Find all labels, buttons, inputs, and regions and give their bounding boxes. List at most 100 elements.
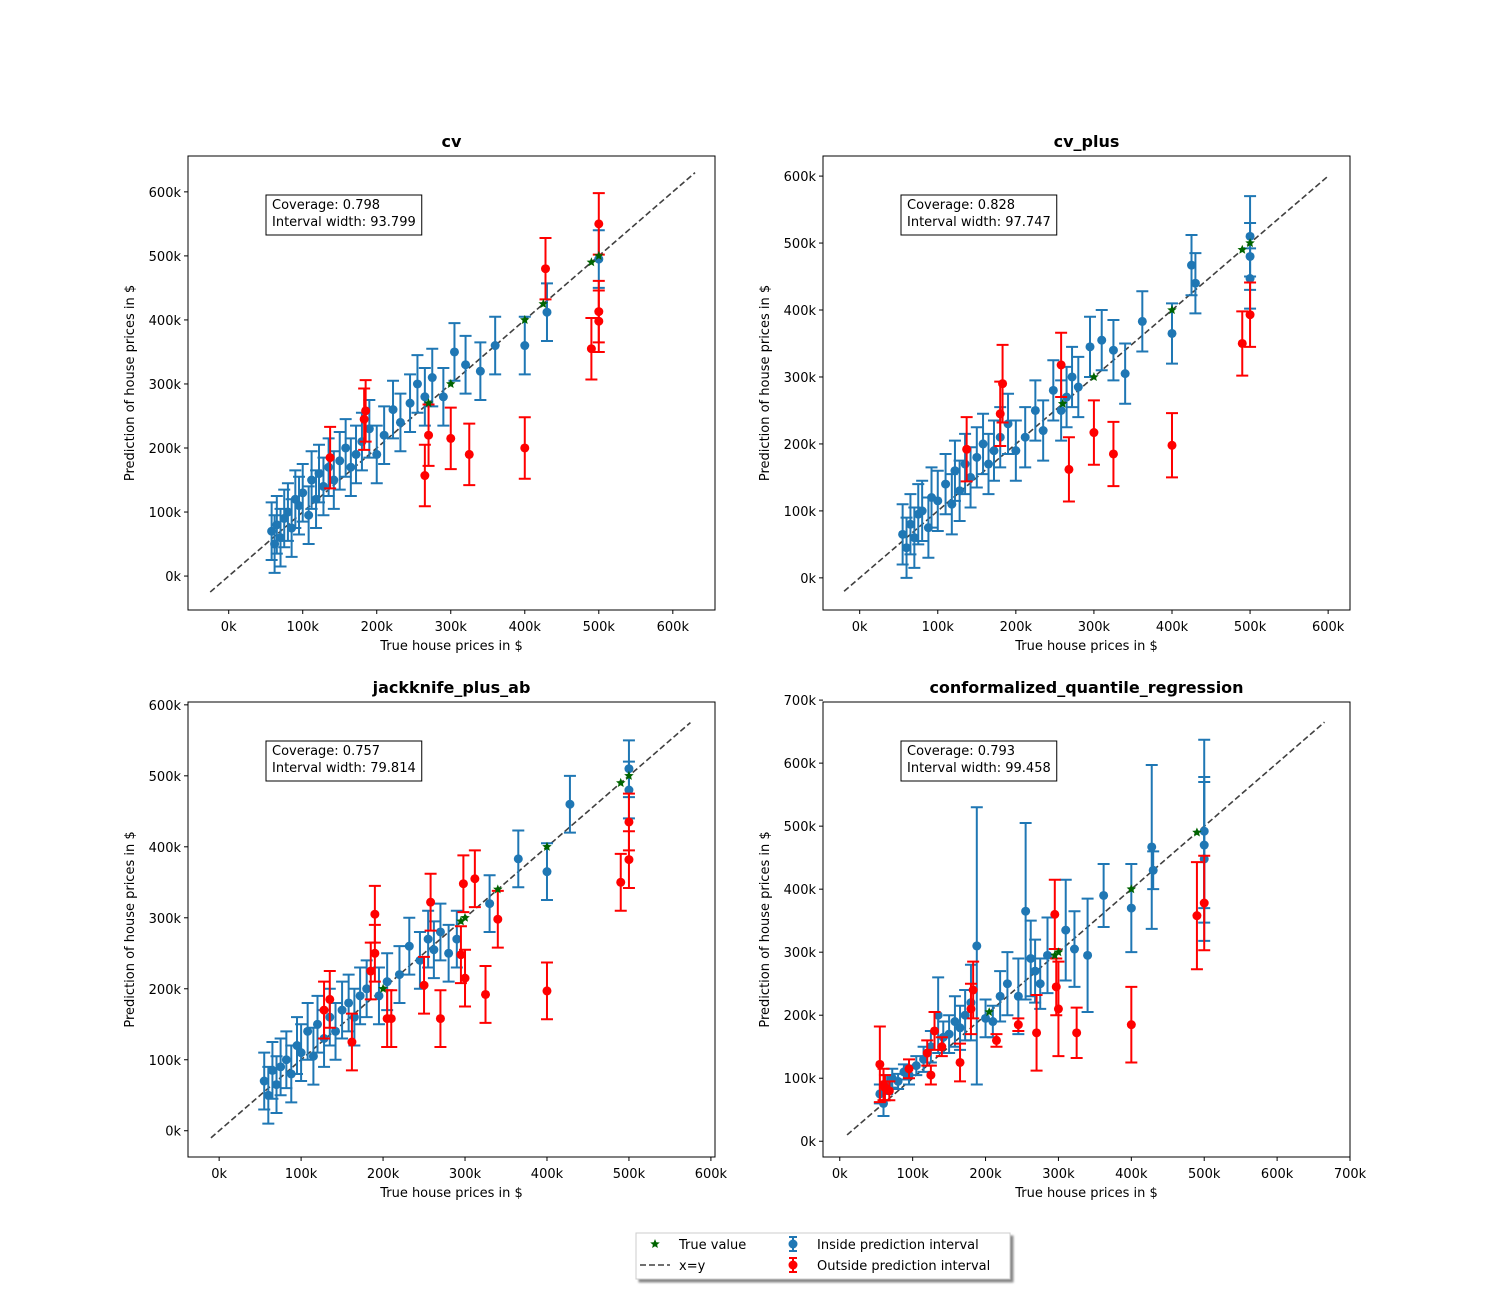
y-tick-label: 100k bbox=[149, 1054, 182, 1069]
point bbox=[449, 347, 459, 357]
true-value-star bbox=[586, 257, 597, 267]
point bbox=[382, 977, 392, 987]
point bbox=[1199, 898, 1209, 908]
point bbox=[311, 494, 321, 504]
point bbox=[420, 471, 430, 481]
legend-box bbox=[635, 1232, 1011, 1280]
y-tick-label: 600k bbox=[149, 699, 182, 714]
y-tick-label: 500k bbox=[784, 820, 817, 835]
point bbox=[263, 1090, 273, 1100]
point bbox=[923, 523, 933, 533]
true-value-star bbox=[378, 983, 388, 993]
point bbox=[370, 948, 380, 958]
point bbox=[947, 499, 957, 509]
point bbox=[1108, 345, 1118, 355]
point bbox=[490, 341, 500, 351]
y-tick-label: 500k bbox=[149, 250, 182, 265]
point bbox=[364, 424, 374, 434]
x-axis-label: True house prices in $ bbox=[379, 1186, 523, 1201]
point bbox=[1245, 274, 1255, 284]
x-tick-label: 500k bbox=[613, 1167, 646, 1182]
annotation-text: Coverage: 0.828 bbox=[907, 198, 1015, 213]
point bbox=[1067, 372, 1077, 382]
point bbox=[415, 955, 425, 965]
point bbox=[1021, 906, 1031, 916]
point bbox=[624, 785, 634, 795]
annotation-box bbox=[900, 194, 1058, 236]
identity-line bbox=[846, 721, 1326, 1136]
point bbox=[933, 496, 943, 506]
point bbox=[1167, 440, 1177, 450]
point bbox=[452, 934, 462, 944]
annotation-text: Coverage: 0.793 bbox=[907, 744, 1015, 759]
point bbox=[481, 989, 491, 999]
point bbox=[893, 1076, 903, 1086]
point bbox=[438, 392, 448, 402]
axes-frame bbox=[187, 155, 716, 611]
point bbox=[404, 941, 414, 951]
legend-point bbox=[788, 1260, 798, 1270]
point bbox=[966, 1004, 976, 1014]
point bbox=[884, 1086, 894, 1096]
legend-label: Inside prediction interval bbox=[817, 1238, 979, 1253]
x-tick-label: 400k bbox=[1156, 620, 1189, 635]
point bbox=[359, 414, 369, 424]
point bbox=[624, 817, 634, 827]
subplot: conformalized_quantile_regression 0k 100k 2… bbox=[758, 678, 1367, 1201]
point bbox=[594, 219, 604, 229]
point bbox=[307, 475, 317, 485]
true-value-star bbox=[423, 398, 434, 408]
point bbox=[394, 970, 404, 980]
point bbox=[616, 877, 626, 887]
y-tick-label: 100k bbox=[784, 505, 817, 520]
point bbox=[386, 1014, 396, 1024]
point bbox=[1245, 231, 1255, 241]
point bbox=[1137, 316, 1147, 326]
y-tick-label: 400k bbox=[784, 304, 817, 319]
point bbox=[395, 417, 405, 427]
point bbox=[1003, 419, 1013, 429]
x-tick-label: 200k bbox=[361, 620, 394, 635]
point bbox=[303, 1026, 313, 1036]
point bbox=[1126, 903, 1136, 913]
annotation-text: Interval width: 99.458 bbox=[907, 761, 1051, 776]
point bbox=[267, 1065, 277, 1075]
axes-frame bbox=[822, 701, 1351, 1158]
point bbox=[419, 980, 429, 990]
point bbox=[351, 449, 361, 459]
true-value-star bbox=[456, 916, 466, 926]
y-tick-label: 500k bbox=[149, 770, 182, 785]
subplot: cv 0k 100k 200k 300k 400k 500k 600k 0k 100k 200k 30… bbox=[123, 132, 716, 654]
true-value-star bbox=[984, 1007, 994, 1017]
point bbox=[1108, 449, 1118, 459]
true-value-star bbox=[1126, 884, 1137, 894]
axes-frame bbox=[822, 155, 1351, 611]
x-tick-label: 600k bbox=[1261, 1167, 1294, 1182]
point bbox=[1083, 950, 1093, 960]
y-tick-label: 600k bbox=[149, 186, 182, 201]
point bbox=[329, 475, 339, 485]
point bbox=[276, 1062, 286, 1072]
point bbox=[917, 506, 927, 516]
point bbox=[335, 456, 345, 466]
point bbox=[937, 1042, 947, 1052]
x-tick-label: 600k bbox=[657, 620, 690, 635]
legend-point bbox=[788, 1239, 798, 1249]
true-value-star bbox=[1245, 238, 1255, 248]
point bbox=[1056, 360, 1066, 370]
plot-area bbox=[210, 721, 691, 1139]
point bbox=[456, 950, 466, 960]
x-tick-label: 200k bbox=[969, 1167, 1002, 1182]
identity-line bbox=[843, 175, 1329, 592]
y-tick-label: 400k bbox=[149, 841, 182, 856]
x-tick-label: 300k bbox=[1042, 1167, 1075, 1182]
x-tick-label: 200k bbox=[367, 1167, 400, 1182]
y-tick-label: 500k bbox=[784, 237, 817, 252]
point bbox=[1056, 405, 1066, 415]
x-tick-label: 400k bbox=[509, 620, 542, 635]
point bbox=[1089, 428, 1099, 438]
point bbox=[1237, 338, 1247, 348]
point bbox=[458, 879, 468, 889]
point bbox=[1148, 865, 1158, 875]
annotation-text: Interval width: 93.799 bbox=[272, 215, 416, 230]
